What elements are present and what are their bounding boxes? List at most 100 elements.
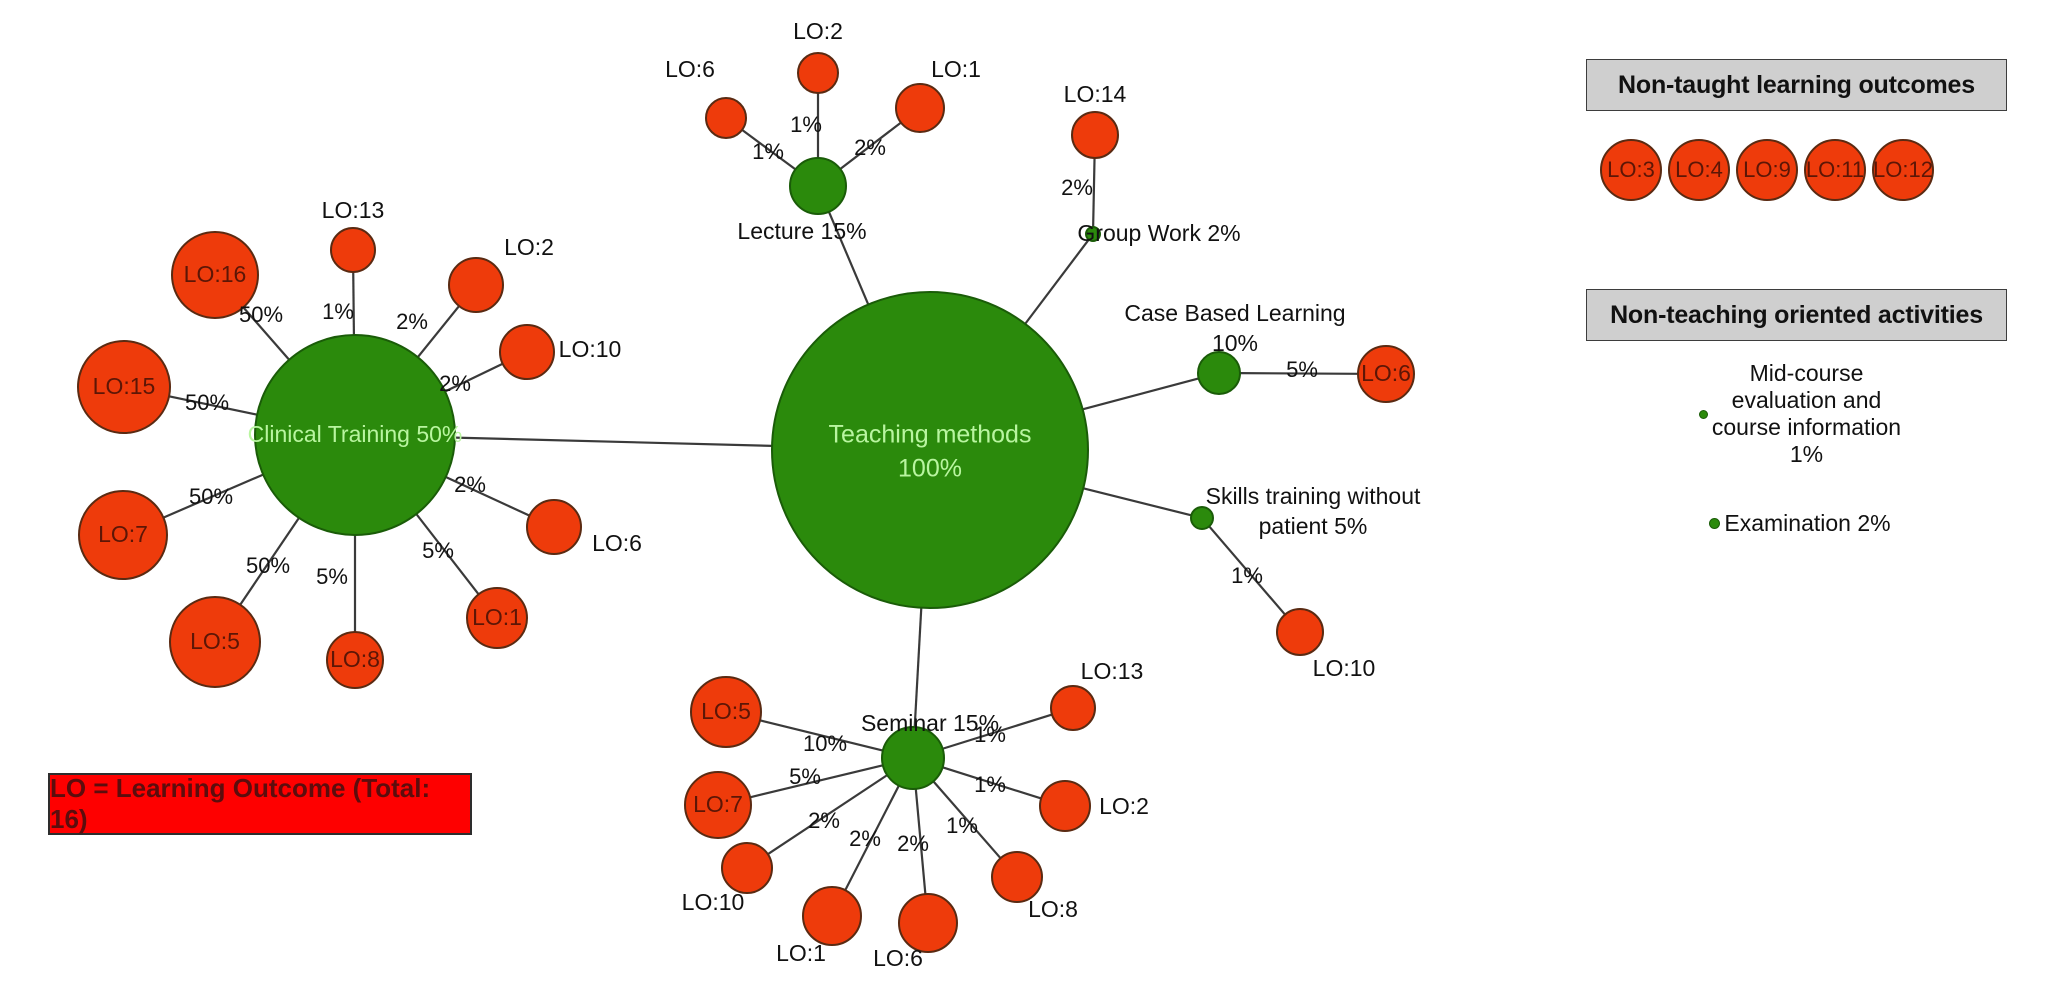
green-dot-icon <box>1698 409 1708 419</box>
edge-percent-label: 1% <box>974 722 1006 747</box>
node-learning-outcome[interactable] <box>78 490 168 580</box>
leaf-label-outside: LO:14 <box>1064 81 1127 107</box>
node-learning-outcome[interactable] <box>169 596 261 688</box>
edge-percent-label: 10% <box>803 731 847 756</box>
edge-seminar-to-leaf <box>767 774 888 856</box>
node-seminar[interactable] <box>881 726 945 790</box>
edge-root-to-hub <box>1082 377 1199 411</box>
edge-root-to-hub <box>827 211 870 305</box>
node-clinical-training[interactable] <box>254 334 456 536</box>
node-lecture[interactable] <box>789 157 847 215</box>
node-learning-outcome[interactable] <box>448 257 504 313</box>
leaf-label-inside: LO:7 <box>693 791 743 817</box>
edge-root-to-hub <box>1083 487 1192 517</box>
legend-lo-chip[interactable]: LO:9 <box>1736 139 1798 201</box>
leaf-label-inside: LO:8 <box>330 646 380 672</box>
leaf-label-outside: LO:6 <box>873 945 923 971</box>
edge-percent-label: 1% <box>752 139 784 164</box>
node-learning-outcome[interactable] <box>466 587 528 649</box>
edge-seminar-to-leaf <box>932 780 1002 859</box>
node-learning-outcome[interactable] <box>77 340 171 434</box>
leaf-label-inside: LO:15 <box>93 373 156 399</box>
node-learning-outcome[interactable] <box>797 52 839 94</box>
edge-seminar-to-leaf <box>749 764 884 799</box>
edge-percent-label: 2% <box>808 808 840 833</box>
edge-clinical-training-to-leaf <box>416 305 460 358</box>
node-learning-outcome[interactable] <box>721 842 773 894</box>
legend-lo-chip[interactable]: LO:3 <box>1600 139 1662 201</box>
leaf-label-outside: LO:6 <box>665 56 715 82</box>
leaf-label-outside: LO:2 <box>1099 793 1149 819</box>
node-learning-outcome[interactable] <box>690 676 762 748</box>
edge-percent-label: 2% <box>897 831 929 856</box>
nodes-layer <box>77 52 1415 953</box>
edge-clinical-training-to-leaf <box>415 513 480 595</box>
node-learning-outcome[interactable] <box>991 851 1043 903</box>
edge-percent-label: 2% <box>854 135 886 160</box>
node-case-based-learning[interactable] <box>1197 351 1241 395</box>
node-learning-outcome[interactable] <box>1357 345 1415 403</box>
leaf-label-inside: LO:1 <box>472 604 522 630</box>
leaf-label-outside: LO:6 <box>592 530 642 556</box>
root-label-line2: 100% <box>898 455 962 483</box>
edge-clinical-training-to-leaf <box>239 517 300 606</box>
edge-percent-label: 50% <box>239 302 283 327</box>
legend-item-examination: Examination 2% <box>1590 510 2010 537</box>
node-learning-outcome[interactable] <box>499 324 555 380</box>
edge-percent-label: 1% <box>946 813 978 838</box>
edge-root-to-hub <box>913 607 923 728</box>
edge-lecture-to-leaf <box>741 129 797 171</box>
legend-non-taught-chips: LO:3 LO:4 LO:9 LO:11 LO:12 <box>1600 139 2000 201</box>
edge-percent-label: 50% <box>185 390 229 415</box>
skills-training-label-line1: Skills training without <box>1206 483 1421 509</box>
edge-percent-label: 5% <box>422 538 454 563</box>
node-group-work[interactable] <box>1085 226 1101 242</box>
edge-percent-label: 5% <box>789 764 821 789</box>
edge-percent-label: 2% <box>396 309 428 334</box>
edge-root-to-hub <box>1024 238 1090 325</box>
legend-item-mid-course-evaluation: Mid-course evaluation and course informa… <box>1590 360 2010 468</box>
edge-percent-label: 2% <box>1061 175 1093 200</box>
leaf-label-outside: LO:13 <box>1081 658 1144 684</box>
node-learning-outcome[interactable] <box>330 227 376 273</box>
leaf-label-inside: LO:5 <box>190 628 240 654</box>
leaf-label-outside: LO:10 <box>682 889 745 915</box>
legend-lo-chip[interactable]: LO:4 <box>1668 139 1730 201</box>
legend-lo-chip[interactable]: LO:11 <box>1804 139 1866 201</box>
mid-course-evaluation-label: Mid-course evaluation and course informa… <box>1711 360 1902 467</box>
edge-lecture-to-leaf <box>839 121 902 170</box>
leaf-label-outside: LO:10 <box>1313 655 1376 681</box>
edge-percent-label: 5% <box>1286 357 1318 382</box>
labels-layer: LO:16 LO:15 LO:7 LO:5 LO:13 LO:2 LO:10 LO:6 LO:1… <box>93 18 1421 971</box>
node-learning-outcome[interactable] <box>326 631 384 689</box>
edge-seminar-to-leaf <box>759 719 884 752</box>
node-learning-outcome[interactable] <box>802 886 862 946</box>
leaf-label-outside: LO:13 <box>322 197 385 223</box>
root-label-line1: Teaching methods <box>829 421 1032 449</box>
edge-percent-label: 50% <box>246 553 290 578</box>
node-learning-outcome[interactable] <box>705 97 747 139</box>
node-learning-outcome[interactable] <box>1276 608 1324 656</box>
node-learning-outcome[interactable] <box>1050 685 1096 731</box>
node-learning-outcome[interactable] <box>684 771 752 839</box>
edge-root-to-hub <box>454 436 773 447</box>
seminar-label: Seminar 15% <box>861 710 999 736</box>
node-learning-outcome[interactable] <box>895 83 945 133</box>
leaf-label-outside: LO:1 <box>931 56 981 82</box>
node-learning-outcome[interactable] <box>898 893 958 953</box>
node-skills-training[interactable] <box>1190 506 1214 530</box>
leaf-label-outside: LO:2 <box>793 18 843 44</box>
node-teaching-methods[interactable] <box>771 291 1089 609</box>
node-learning-outcome[interactable] <box>526 499 582 555</box>
edge-clinical-training-to-leaf <box>242 306 290 361</box>
edge-group-work-to-leaf <box>1092 157 1096 228</box>
legend-non-taught-header: Non-taught learning outcomes <box>1586 59 2007 111</box>
edge-percent-label: 2% <box>849 826 881 851</box>
node-learning-outcome[interactable] <box>171 231 259 319</box>
edge-percent-label: 1% <box>974 772 1006 797</box>
node-learning-outcome[interactable] <box>1039 780 1091 832</box>
node-learning-outcome[interactable] <box>1071 111 1119 159</box>
legend-lo-chip[interactable]: LO:12 <box>1872 139 1934 201</box>
edge-seminar-to-leaf <box>942 766 1042 800</box>
